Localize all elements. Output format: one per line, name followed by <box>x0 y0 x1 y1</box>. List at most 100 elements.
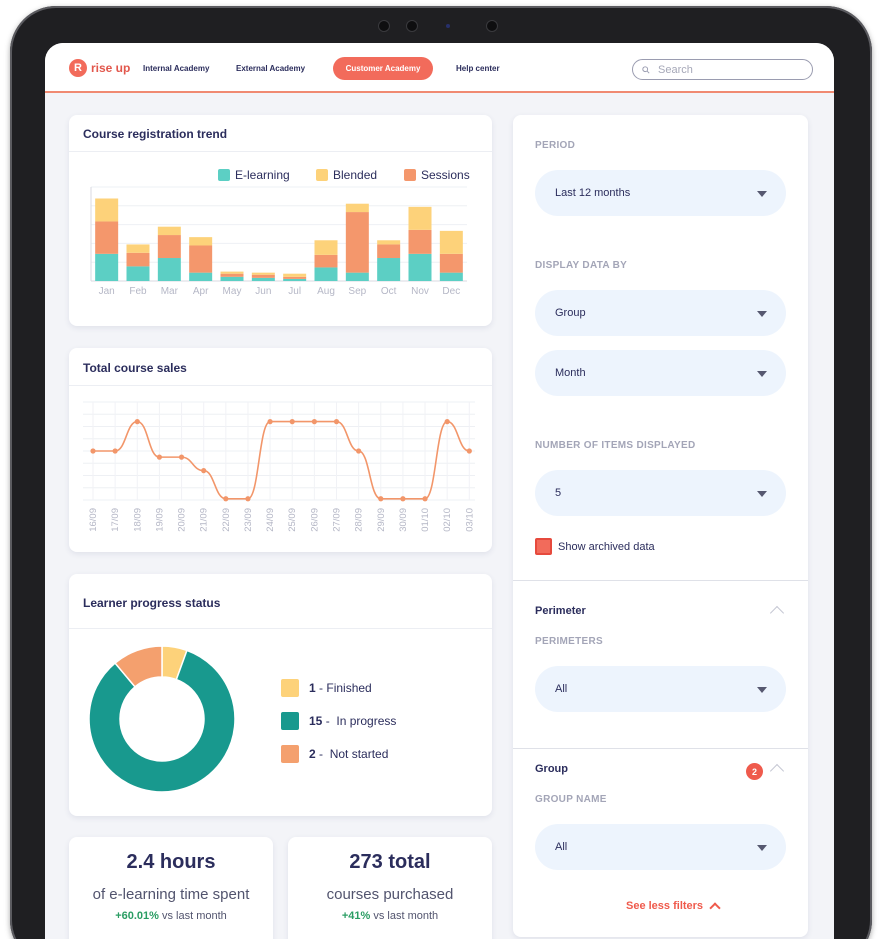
bar-segment-e-learning[interactable] <box>408 253 432 281</box>
bar-segment-sessions[interactable] <box>251 274 275 278</box>
search-input[interactable]: Search <box>632 59 813 80</box>
data-point[interactable] <box>134 419 140 425</box>
sensor-icon <box>406 20 418 32</box>
nav-link-customer-academy[interactable]: Customer Academy <box>333 57 433 80</box>
learner-progress-card: Learner progress status 1 - Finished 15 … <box>69 574 492 816</box>
data-point[interactable] <box>422 496 428 502</box>
x-tick-label: 26/09 <box>309 508 320 532</box>
bar-segment-sessions[interactable] <box>157 235 181 259</box>
data-point[interactable] <box>466 448 472 454</box>
items-displayed-select[interactable]: 5 <box>535 470 786 516</box>
x-tick-label: May <box>223 286 242 297</box>
x-tick-label: 22/09 <box>221 508 232 532</box>
x-tick-label: 19/09 <box>154 508 165 532</box>
display-period-select[interactable]: Month <box>535 350 786 396</box>
donut-slice-not-started[interactable] <box>114 645 163 688</box>
chevron-down-icon <box>757 687 767 693</box>
collapse-perimeter-icon[interactable] <box>769 605 785 621</box>
bar-segment-sessions[interactable] <box>283 276 307 279</box>
legend-swatch <box>404 169 416 181</box>
data-point[interactable] <box>400 496 406 502</box>
bar-segment-sessions[interactable] <box>377 244 401 259</box>
see-less-filters-button[interactable]: See less filters <box>626 899 721 914</box>
bar-segment-e-learning[interactable] <box>189 272 213 281</box>
bar-segment-blended[interactable] <box>220 271 244 274</box>
bar-segment-e-learning[interactable] <box>157 258 181 281</box>
logo[interactable]: R rise up <box>69 59 130 77</box>
bar-segment-e-learning[interactable] <box>283 278 307 281</box>
data-point[interactable] <box>289 419 295 425</box>
x-tick-label: Sep <box>348 286 366 297</box>
data-point[interactable] <box>201 468 207 474</box>
collapse-group-icon[interactable] <box>769 763 785 779</box>
bar-segment-blended[interactable] <box>283 273 307 277</box>
bar-segment-e-learning[interactable] <box>251 277 275 281</box>
data-point[interactable] <box>333 419 340 425</box>
legend-elearning: E-learning <box>218 168 290 182</box>
x-tick-label: Jul <box>288 286 301 297</box>
bar-segment-blended[interactable] <box>126 244 150 253</box>
divider <box>513 748 808 749</box>
bar-segment-e-learning[interactable] <box>126 266 150 281</box>
perimeters-value: All <box>555 683 568 695</box>
chevron-down-icon <box>757 371 767 377</box>
bar-segment-blended[interactable] <box>345 203 369 213</box>
bar-segment-blended[interactable] <box>408 206 432 230</box>
data-point[interactable] <box>378 496 384 502</box>
chevron-down-icon <box>757 191 767 197</box>
stat-delta-suffix: vs last month <box>161 910 227 922</box>
bar-segment-sessions[interactable] <box>126 252 150 267</box>
data-point[interactable] <box>156 454 163 460</box>
bar-segment-blended[interactable] <box>377 240 401 245</box>
bar-segment-sessions[interactable] <box>220 273 244 277</box>
bar-segment-sessions[interactable] <box>314 254 338 268</box>
x-tick-label: Dec <box>442 286 460 297</box>
see-less-label: See less filters <box>626 899 704 912</box>
data-point[interactable] <box>223 496 229 502</box>
bar-segment-blended[interactable] <box>95 198 119 222</box>
perimeters-label: PERIMETERS <box>535 636 604 647</box>
bar-segment-e-learning[interactable] <box>345 272 369 281</box>
bar-segment-e-learning[interactable] <box>439 272 463 281</box>
bar-segment-e-learning[interactable] <box>220 276 244 281</box>
search-icon <box>642 65 650 74</box>
data-point[interactable] <box>444 419 450 425</box>
logo-mark-icon: R <box>69 59 87 77</box>
bar-segment-blended[interactable] <box>439 230 463 254</box>
data-point[interactable] <box>178 454 185 460</box>
data-point[interactable] <box>356 448 362 454</box>
nav-link-internal-academy[interactable]: Internal Academy <box>143 64 210 73</box>
nav-link-external-academy[interactable]: External Academy <box>236 64 306 73</box>
bar-segment-e-learning[interactable] <box>377 258 401 281</box>
perimeters-select[interactable]: All <box>535 666 786 712</box>
bar-segment-blended[interactable] <box>157 226 181 236</box>
bar-segment-blended[interactable] <box>314 240 338 255</box>
display-by-select[interactable]: Group <box>535 290 786 336</box>
show-archived-checkbox[interactable] <box>535 538 552 555</box>
display-by-value: Group <box>555 307 586 319</box>
legend-swatch <box>316 169 328 181</box>
data-point[interactable] <box>245 496 251 502</box>
data-point[interactable] <box>112 448 118 454</box>
bar-segment-e-learning[interactable] <box>95 253 119 281</box>
donut-slice-in-progress[interactable] <box>88 649 236 793</box>
data-point[interactable] <box>267 419 273 425</box>
app-screen: R rise up Internal Academy External Acad… <box>45 43 834 939</box>
bar-segment-blended[interactable] <box>189 237 213 246</box>
period-select[interactable]: Last 12 months <box>535 170 786 216</box>
divider <box>69 151 492 152</box>
nav-link-help-center[interactable]: Help center <box>456 64 500 73</box>
card-title: Total course sales <box>83 361 187 375</box>
bar-segment-e-learning[interactable] <box>314 267 338 281</box>
data-point[interactable] <box>311 419 317 425</box>
bar-segment-sessions[interactable] <box>189 245 213 273</box>
bar-segment-sessions[interactable] <box>95 221 119 254</box>
sales-line <box>93 420 470 500</box>
data-point[interactable] <box>90 448 96 454</box>
legend-swatch <box>281 712 299 730</box>
bar-segment-sessions[interactable] <box>408 229 432 254</box>
bar-segment-sessions[interactable] <box>345 212 369 273</box>
bar-segment-sessions[interactable] <box>439 253 463 273</box>
bar-segment-blended[interactable] <box>251 272 275 275</box>
group-name-select[interactable]: All <box>535 824 786 870</box>
